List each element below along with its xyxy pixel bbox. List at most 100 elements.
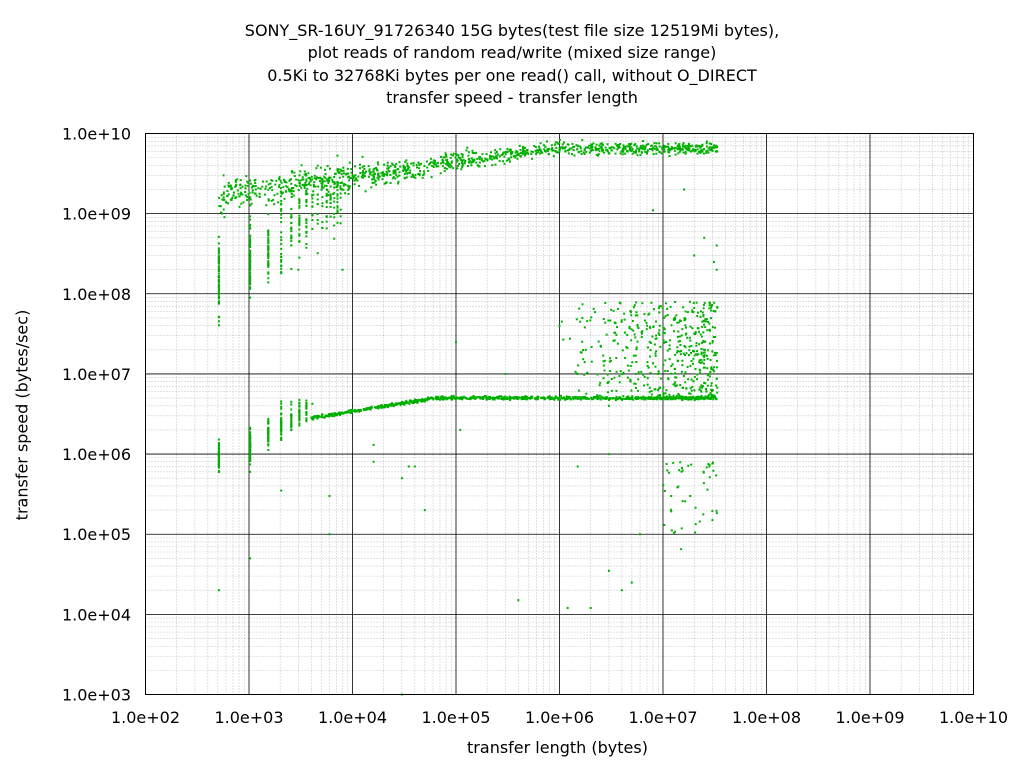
data-point (278, 177, 281, 180)
data-point (543, 397, 546, 400)
data-point (693, 254, 696, 257)
x-tick-label: 1.0e+05 (421, 708, 490, 727)
data-point (668, 151, 671, 154)
data-point (280, 426, 283, 428)
data-point (334, 172, 336, 175)
data-point (555, 150, 558, 153)
data-point (220, 194, 223, 197)
data-point (369, 171, 372, 174)
data-point (344, 411, 346, 414)
data-point (599, 398, 602, 401)
data-point (414, 401, 417, 403)
data-point (305, 180, 308, 183)
data-point (267, 257, 270, 260)
data-point (708, 146, 711, 149)
data-point (530, 150, 533, 153)
data-point (450, 165, 453, 168)
data-point (663, 148, 666, 151)
data-point (298, 198, 301, 201)
data-point (507, 157, 510, 160)
data-point (279, 195, 282, 198)
data-point (270, 199, 273, 202)
data-point (249, 245, 252, 248)
data-point (683, 317, 686, 320)
data-point (470, 164, 473, 167)
data-point (329, 413, 332, 416)
data-point (599, 142, 602, 145)
data-point (703, 354, 706, 357)
data-point (548, 148, 551, 151)
data-point (249, 265, 252, 268)
data-point (590, 360, 593, 363)
data-point (564, 150, 567, 153)
data-point (347, 172, 350, 175)
data-point (673, 149, 676, 152)
data-point (255, 194, 258, 197)
data-point (663, 316, 666, 319)
data-point (633, 144, 636, 147)
data-point (631, 148, 634, 151)
data-point (235, 184, 237, 187)
data-point (406, 169, 409, 171)
data-point (679, 384, 682, 386)
data-point (623, 397, 626, 400)
data-point (702, 366, 705, 369)
data-point (298, 200, 301, 202)
data-point (249, 455, 252, 458)
data-point (374, 180, 377, 183)
data-point (378, 406, 381, 409)
data-point (267, 183, 270, 186)
data-point (601, 143, 604, 146)
data-point (659, 151, 662, 154)
data-point (617, 307, 620, 310)
data-point (452, 152, 455, 155)
data-point (249, 450, 252, 453)
data-point (268, 187, 271, 190)
data-point (290, 182, 293, 185)
data-point (619, 397, 622, 400)
data-point (404, 401, 407, 404)
data-point (620, 320, 623, 323)
data-point (640, 331, 643, 334)
data-point (418, 167, 421, 170)
data-point (713, 394, 716, 397)
data-point (359, 172, 362, 174)
data-point (677, 152, 680, 155)
data-point (231, 197, 234, 199)
data-point (290, 230, 293, 233)
data-point (316, 417, 319, 420)
data-point (304, 181, 307, 184)
data-point (434, 397, 437, 400)
data-point (693, 397, 696, 400)
data-point (267, 249, 270, 252)
data-point (576, 465, 579, 468)
data-point (217, 589, 220, 592)
data-point (655, 397, 658, 400)
data-point (450, 153, 453, 156)
data-point (692, 380, 695, 383)
data-point (609, 370, 612, 372)
data-point (249, 436, 252, 439)
data-point (249, 435, 252, 438)
data-point (383, 182, 386, 185)
data-point (478, 156, 481, 159)
data-point (370, 171, 373, 174)
data-point (316, 203, 319, 206)
data-point (311, 197, 314, 200)
data-point (668, 347, 671, 350)
data-point (316, 219, 319, 221)
data-point (713, 351, 716, 354)
data-point (299, 170, 302, 173)
data-point (267, 199, 270, 202)
data-point (435, 398, 438, 401)
data-point (673, 367, 676, 370)
data-point (618, 381, 621, 384)
data-point (591, 149, 594, 152)
data-point (439, 172, 442, 175)
data-point (658, 142, 661, 145)
data-point (563, 141, 566, 144)
data-point (709, 359, 712, 361)
data-point (267, 260, 270, 263)
data-point (692, 302, 695, 305)
data-point (702, 482, 705, 485)
